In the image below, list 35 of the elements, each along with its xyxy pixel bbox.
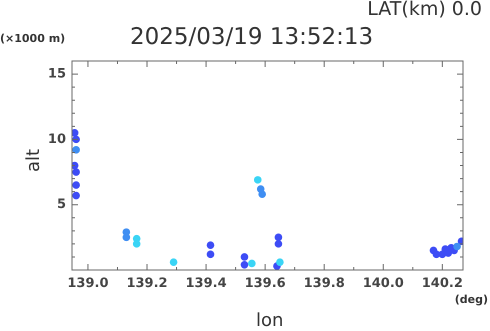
point bbox=[72, 168, 80, 176]
y-axis-title: alt bbox=[23, 148, 44, 172]
x-axis-title: lon bbox=[256, 310, 284, 331]
point bbox=[254, 176, 262, 184]
chart-title: 2025/03/19 13:52:13 bbox=[130, 24, 374, 50]
y-tick-label: 15 bbox=[48, 66, 66, 82]
point bbox=[240, 260, 248, 269]
point bbox=[274, 234, 282, 242]
text: (×1000 m) bbox=[0, 32, 66, 45]
point bbox=[170, 258, 178, 266]
point bbox=[240, 253, 248, 261]
x-tick-label: 140.2 bbox=[422, 276, 463, 292]
y-tick-label: 10 bbox=[48, 132, 66, 147]
point bbox=[206, 241, 214, 249]
chart-subtitle: LAT(km) 0.0 bbox=[367, 0, 482, 20]
point bbox=[276, 258, 284, 266]
y-tick-label: 5 bbox=[56, 197, 66, 212]
point bbox=[72, 192, 80, 200]
x-tick-label: 140.0 bbox=[362, 276, 404, 292]
text: (deg) bbox=[454, 293, 488, 306]
point bbox=[206, 250, 214, 258]
point bbox=[258, 190, 266, 198]
point bbox=[72, 181, 80, 189]
x-tick-label: 139.6 bbox=[244, 276, 286, 292]
point bbox=[72, 129, 78, 137]
x-tick-label: 139.8 bbox=[304, 276, 345, 292]
x-tick-label: 139.0 bbox=[67, 276, 109, 292]
x-tick-label: 139.4 bbox=[186, 276, 227, 292]
point bbox=[72, 146, 80, 154]
x-tick-label: 139.2 bbox=[126, 276, 168, 292]
point bbox=[248, 260, 256, 268]
point bbox=[122, 234, 130, 242]
point bbox=[453, 242, 461, 250]
point bbox=[274, 240, 282, 248]
point bbox=[132, 240, 140, 248]
